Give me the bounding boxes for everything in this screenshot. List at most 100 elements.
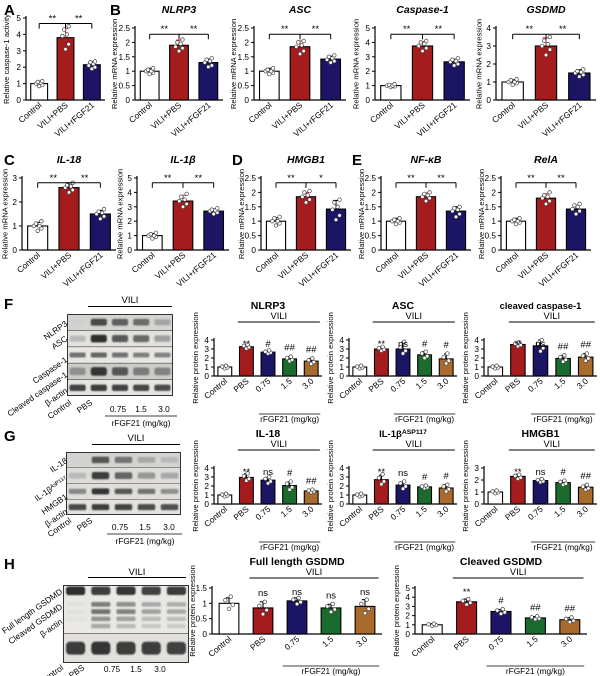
svg-text:VILI: VILI xyxy=(271,311,288,321)
svg-text:2: 2 xyxy=(474,475,479,485)
svg-text:ASC: ASC xyxy=(288,4,312,16)
svg-text:rFGF21 (mg/kg): rFGF21 (mg/kg) xyxy=(260,414,319,424)
svg-text:**: ** xyxy=(281,24,289,35)
svg-text:0.5: 0.5 xyxy=(118,81,130,91)
svg-text:3: 3 xyxy=(486,41,491,51)
svg-text:VILI: VILI xyxy=(406,439,423,449)
svg-text:**: ** xyxy=(403,24,411,35)
svg-text:**: ** xyxy=(195,173,203,184)
svg-text:1: 1 xyxy=(251,216,256,226)
svg-text:3.0: 3.0 xyxy=(575,376,591,391)
svg-text:Relative protein expression: Relative protein expression xyxy=(191,440,200,532)
svg-text:PBS: PBS xyxy=(67,662,87,676)
svg-text:cleaved caspase-1: cleaved caspase-1 xyxy=(500,301,582,311)
svg-text:3: 3 xyxy=(339,472,344,482)
svg-text:1: 1 xyxy=(474,362,479,372)
svg-text:**: ** xyxy=(190,24,198,35)
svg-text:1: 1 xyxy=(16,79,21,89)
svg-text:3: 3 xyxy=(204,344,209,354)
svg-text:VILI: VILI xyxy=(544,311,561,321)
svg-text:PBS: PBS xyxy=(452,634,472,653)
svg-text:Relative protein expression: Relative protein expression xyxy=(326,440,335,532)
svg-text:**: ** xyxy=(49,14,57,25)
svg-text:0: 0 xyxy=(127,245,132,255)
svg-text:Control: Control xyxy=(373,250,400,275)
svg-text:PBS: PBS xyxy=(231,376,251,395)
svg-text:3.0: 3.0 xyxy=(300,376,316,391)
svg-text:2: 2 xyxy=(204,353,209,363)
svg-text:3: 3 xyxy=(339,344,344,354)
svg-text:**: ** xyxy=(527,173,535,184)
svg-text:**: ** xyxy=(243,339,251,350)
svg-text:3: 3 xyxy=(365,52,370,62)
svg-text:**: ** xyxy=(557,173,565,184)
svg-text:0: 0 xyxy=(339,499,344,509)
svg-text:Control: Control xyxy=(368,100,395,125)
svg-text:0.75: 0.75 xyxy=(388,504,407,522)
svg-text:2: 2 xyxy=(486,59,491,69)
svg-text:1: 1 xyxy=(371,216,376,226)
svg-text:Relative mRNA expression: Relative mRNA expression xyxy=(110,19,119,109)
svg-text:#: # xyxy=(287,468,293,479)
svg-text:3: 3 xyxy=(12,173,17,183)
svg-text:##: ## xyxy=(558,341,569,352)
svg-text:4: 4 xyxy=(204,335,209,345)
svg-text:2: 2 xyxy=(371,187,376,197)
svg-text:#: # xyxy=(444,340,450,351)
svg-text:Relative mRNA expression: Relative mRNA expression xyxy=(475,19,484,109)
svg-text:#: # xyxy=(560,467,566,478)
svg-text:Relative mRNA expression: Relative mRNA expression xyxy=(352,19,361,109)
svg-text:**: ** xyxy=(75,14,83,25)
svg-text:#: # xyxy=(422,472,428,483)
svg-text:Control: Control xyxy=(130,250,157,275)
svg-text:Relative mRNA expression: Relative mRNA expression xyxy=(229,19,238,109)
svg-text:2: 2 xyxy=(339,481,344,491)
svg-text:Relative protein expression: Relative protein expression xyxy=(392,565,401,657)
svg-text:4: 4 xyxy=(486,23,491,33)
svg-text:#: # xyxy=(498,595,504,606)
svg-text:0.75: 0.75 xyxy=(112,522,129,532)
svg-text:ns: ns xyxy=(326,590,336,601)
svg-text:2.5: 2.5 xyxy=(237,23,249,33)
svg-text:Relative mRNA expression: Relative mRNA expression xyxy=(237,169,246,259)
svg-text:1.5: 1.5 xyxy=(118,52,130,62)
svg-text:1.5: 1.5 xyxy=(552,376,568,391)
svg-text:rFGF21 (mg/kg): rFGF21 (mg/kg) xyxy=(301,666,360,676)
svg-text:rFGF21 (mg/kg): rFGF21 (mg/kg) xyxy=(260,542,319,552)
svg-text:##: ## xyxy=(306,476,317,487)
svg-text:4: 4 xyxy=(204,463,209,473)
svg-text:0.75: 0.75 xyxy=(388,376,407,394)
svg-text:**: ** xyxy=(435,24,443,35)
svg-text:##: ## xyxy=(580,471,591,482)
svg-text:**: ** xyxy=(514,339,522,350)
svg-text:PBS: PBS xyxy=(366,504,386,523)
svg-text:1.5: 1.5 xyxy=(279,504,295,519)
svg-text:2: 2 xyxy=(474,353,479,363)
svg-text:1.5: 1.5 xyxy=(244,202,256,212)
svg-text:**: ** xyxy=(378,467,386,478)
svg-text:ns: ns xyxy=(360,587,370,598)
svg-text:3.0: 3.0 xyxy=(435,504,451,519)
svg-text:VILI: VILI xyxy=(406,311,423,321)
svg-text:Control: Control xyxy=(206,634,233,659)
svg-text:0: 0 xyxy=(202,629,207,639)
svg-text:3: 3 xyxy=(405,601,410,611)
svg-text:3: 3 xyxy=(16,46,21,56)
svg-text:3.0: 3.0 xyxy=(158,404,170,414)
svg-text:ns: ns xyxy=(292,587,302,598)
svg-text:ns: ns xyxy=(258,588,268,599)
svg-text:rFGF21 (mg/kg): rFGF21 (mg/kg) xyxy=(534,414,593,424)
svg-text:5: 5 xyxy=(365,23,370,33)
svg-text:0.5: 0.5 xyxy=(484,231,496,241)
svg-text:ns: ns xyxy=(535,339,545,350)
svg-text:Relative mRNA expression: Relative mRNA expression xyxy=(357,169,366,259)
svg-text:0.75: 0.75 xyxy=(526,376,545,394)
svg-text:0: 0 xyxy=(405,629,410,639)
svg-text:4: 4 xyxy=(339,463,344,473)
svg-text:#: # xyxy=(265,339,271,350)
svg-text:5: 5 xyxy=(16,13,21,23)
svg-text:NF-κB: NF-κB xyxy=(410,154,441,166)
svg-text:Control: Control xyxy=(490,100,517,125)
svg-text:rFGF21 (mg/kg): rFGF21 (mg/kg) xyxy=(111,418,170,428)
svg-text:**: ** xyxy=(161,24,169,35)
